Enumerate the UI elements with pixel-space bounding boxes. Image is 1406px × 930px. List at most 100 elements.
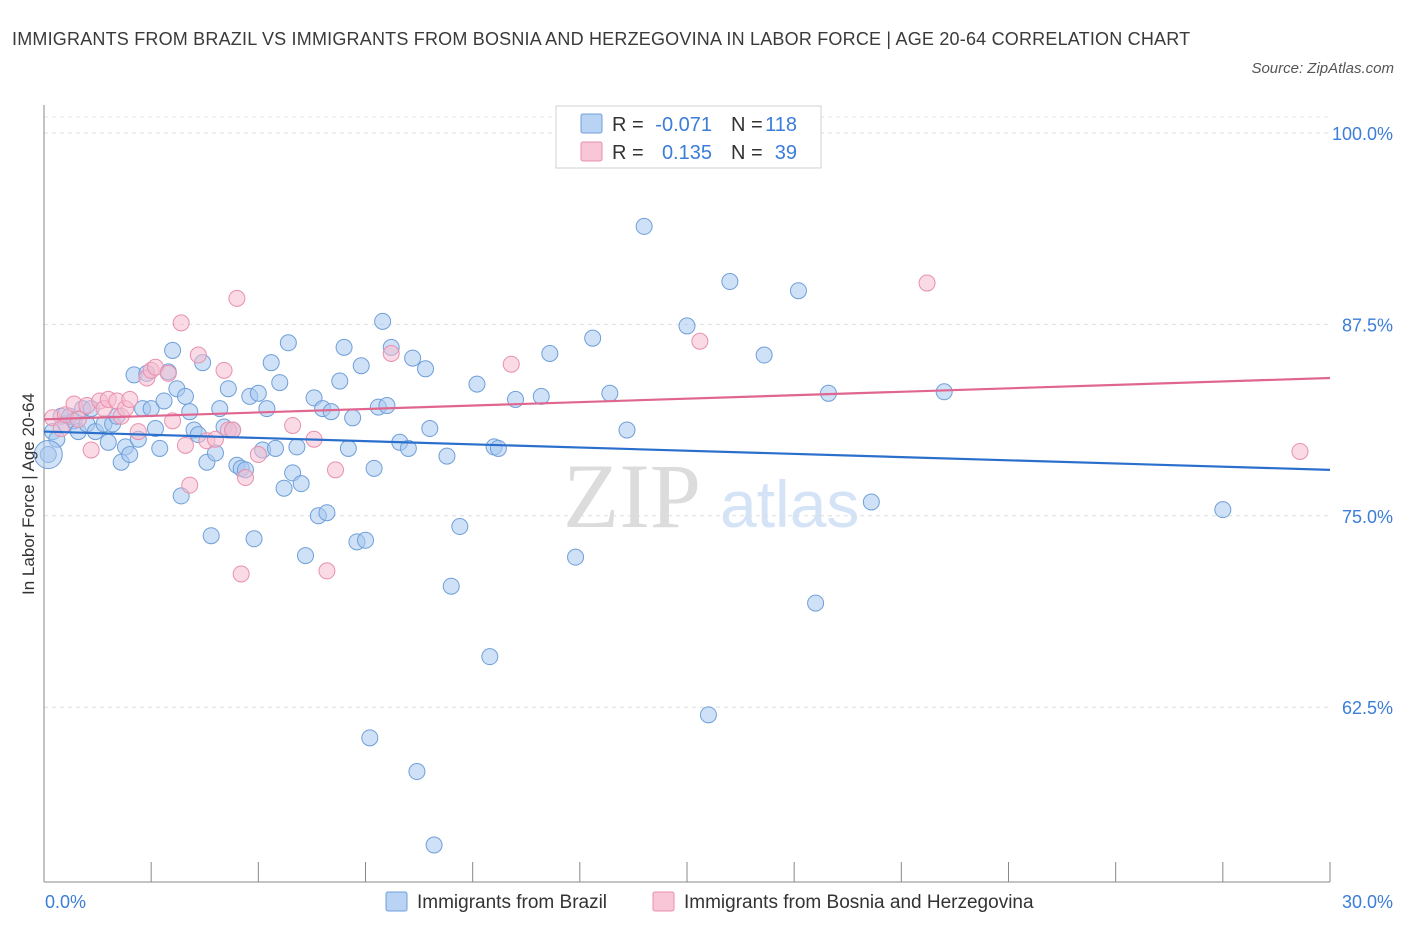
bosnia-point-37 xyxy=(382,344,400,362)
bosnia-point-40 xyxy=(918,274,936,292)
brazil-point-13 xyxy=(99,433,117,451)
brazil-point-91 xyxy=(489,439,507,457)
bosnia-point-13 xyxy=(121,390,139,408)
stats-n-label-1: N = xyxy=(731,142,763,164)
stats-swatch-brazil xyxy=(580,113,603,134)
brazil-point-87 xyxy=(451,518,469,536)
brazil-point-86 xyxy=(442,577,460,595)
bosnia-point-33 xyxy=(284,416,302,434)
bosnia-trend-line xyxy=(43,376,1331,421)
brazil-point-57 xyxy=(288,438,306,456)
brazil-point-66 xyxy=(335,338,353,356)
brazil-point-18 xyxy=(121,446,139,464)
brazil-point-95 xyxy=(567,548,585,566)
y-tick-label-0: 100.0% xyxy=(1332,124,1393,144)
brazil-point-104 xyxy=(789,282,807,300)
brazil-point-107 xyxy=(862,493,880,511)
brazil-point-94 xyxy=(541,344,559,362)
brazil-point-26 xyxy=(155,392,173,410)
stats-n-value-0: 118 xyxy=(765,114,797,136)
legend-label-bosnia: Immigrants from Bosnia and Herzegovina xyxy=(684,892,1034,913)
brazil-point-102 xyxy=(721,273,739,291)
bosnia-point-28 xyxy=(224,421,242,439)
bosnia-point-14 xyxy=(129,423,147,441)
brazil-point-84 xyxy=(425,836,443,854)
brazil-point-25 xyxy=(151,439,169,457)
stats-r-label-0: R = xyxy=(612,114,644,136)
brazil-point-96 xyxy=(584,329,602,347)
brazil-point-59 xyxy=(296,547,314,565)
stats-box: R = -0.071 N = 118 R = 0.135 N = 39 xyxy=(555,105,822,169)
brazil-point-98 xyxy=(618,421,636,439)
brazil-point-75 xyxy=(374,312,392,330)
brazil-point-63 xyxy=(318,504,336,522)
legend-label-brazil: Immigrants from Brazil xyxy=(417,892,607,913)
bosnia-point-30 xyxy=(232,565,250,583)
brazil-point-109 xyxy=(1214,501,1232,519)
legend-swatch-bosnia xyxy=(652,891,675,912)
bosnia-point-41 xyxy=(1291,442,1309,460)
bosnia-point-26 xyxy=(215,361,233,379)
y-tick-label-1: 87.5% xyxy=(1342,315,1393,335)
brazil-point-100 xyxy=(678,317,696,335)
bosnia-point-25 xyxy=(206,430,224,448)
brazil-point-88 xyxy=(468,375,486,393)
brazil-point-105 xyxy=(807,594,825,612)
bosnia-point-20 xyxy=(172,314,190,332)
brazil-point-85 xyxy=(438,447,456,465)
source-label: Source: ZipAtlas.com xyxy=(1251,60,1394,77)
stats-r-label-1: R = xyxy=(612,142,644,164)
brazil-point-79 xyxy=(399,439,417,457)
bosnia-point-32 xyxy=(249,446,267,464)
brazil-point-103 xyxy=(755,346,773,364)
stats-n-label-0: N = xyxy=(731,114,763,136)
brazil-point-58 xyxy=(292,475,310,493)
bosnia-point-39 xyxy=(691,332,709,350)
series-brazil-points xyxy=(33,217,1232,854)
bosnia-point-23 xyxy=(189,346,207,364)
brazil-point-72 xyxy=(361,729,379,747)
x-ticks xyxy=(43,862,1331,882)
bosnia-point-35 xyxy=(318,562,336,580)
watermark-atlas: atlas xyxy=(720,467,859,541)
bottom-legend: Immigrants from Brazil Immigrants from B… xyxy=(385,891,1034,913)
brazil-point-93 xyxy=(532,387,550,405)
brazil-point-52 xyxy=(266,439,284,457)
brazil-point-53 xyxy=(271,374,289,392)
bosnia-point-6 xyxy=(82,441,100,459)
brazil-trend-line xyxy=(43,430,1331,471)
brazil-point-97 xyxy=(601,384,619,402)
brazil-point-41 xyxy=(219,380,237,398)
brazil-point-73 xyxy=(365,459,383,477)
bosnia-point-21 xyxy=(176,436,194,454)
brazil-point-51 xyxy=(262,354,280,372)
brazil-point-48 xyxy=(249,384,267,402)
brazil-point-76 xyxy=(378,397,396,415)
brazil-point-65 xyxy=(331,372,349,390)
y-tick-label-2: 75.0% xyxy=(1342,507,1393,527)
brazil-point-50 xyxy=(258,400,276,418)
brazil-point-99 xyxy=(635,217,653,235)
brazil-point-32 xyxy=(181,403,199,421)
brazil-point-28 xyxy=(164,341,182,359)
brazil-point-67 xyxy=(339,439,357,457)
bosnia-point-38 xyxy=(502,355,520,373)
brazil-point-101 xyxy=(699,706,717,724)
y-tick-label-3: 62.5% xyxy=(1342,698,1393,718)
brazil-point-83 xyxy=(421,420,439,438)
bosnia-point-22 xyxy=(181,476,199,494)
brazil-point-64 xyxy=(322,403,340,421)
brazil-point-54 xyxy=(275,479,293,497)
watermark-zip: ZIP xyxy=(563,445,701,547)
brazil-point-89 xyxy=(481,648,499,666)
brazil-point-31 xyxy=(176,387,194,405)
series-bosnia-points xyxy=(44,274,1309,583)
stats-swatch-bosnia xyxy=(580,141,603,162)
brazil-point-24 xyxy=(146,420,164,438)
y-axis-label: In Labor Force | Age 20-64 xyxy=(19,393,38,595)
brazil-point-71 xyxy=(357,531,374,549)
x-tick-labels: 0.0% 30.0% xyxy=(45,892,1393,912)
bosnia-point-19 xyxy=(164,412,182,430)
brazil-point-80 xyxy=(404,349,422,367)
